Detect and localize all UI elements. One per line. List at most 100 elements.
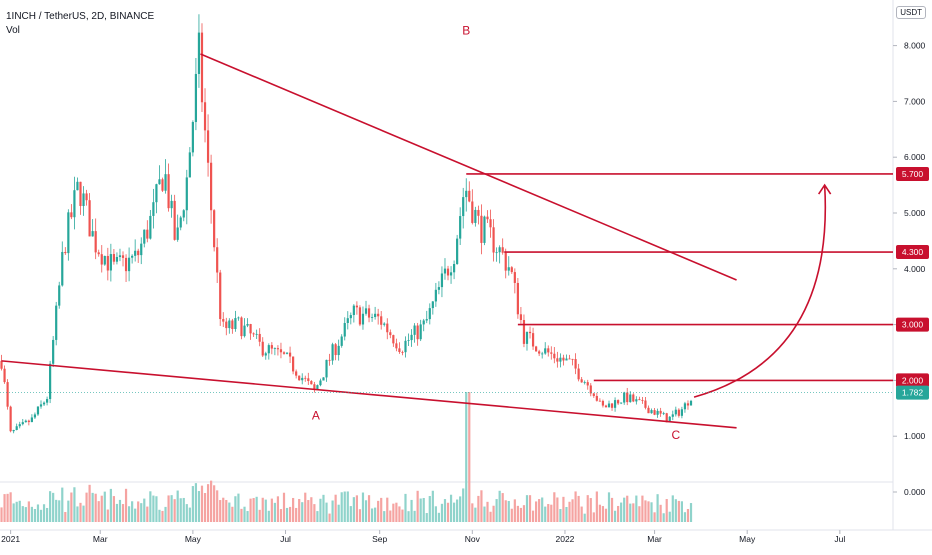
- volume-bar-79: [240, 508, 243, 522]
- candle-body-198: [601, 400, 605, 406]
- volume-bar-50: [152, 495, 155, 522]
- candle-body-187: [568, 358, 571, 360]
- volume-bar-200: [607, 492, 611, 522]
- volume-bar-25: [76, 506, 79, 522]
- trendline-0: [200, 53, 737, 281]
- volume-bar-120: [364, 500, 368, 522]
- candle-body-25: [76, 181, 79, 191]
- candle-body-182: [553, 353, 556, 359]
- candle-body-74: [225, 321, 228, 329]
- candle-body-6: [18, 424, 21, 427]
- volume-bar-116: [352, 497, 355, 522]
- volume-bar-223: [677, 500, 680, 522]
- volume-bar-92: [279, 509, 283, 522]
- candle-body-178: [541, 353, 544, 355]
- y-tick-label-7: 7.000: [904, 96, 926, 106]
- y-tick-label-6: 6.000: [904, 152, 926, 162]
- volume-bar-218: [662, 513, 665, 522]
- candle-body-209: [635, 399, 638, 402]
- candle-body-76: [231, 320, 234, 330]
- candle-body-200: [607, 403, 611, 408]
- candle-body-92: [279, 349, 283, 353]
- volume-bar-158: [480, 490, 483, 522]
- candle-body-218: [662, 413, 665, 415]
- candle-body-205: [623, 392, 626, 403]
- candle-body-204: [620, 402, 623, 404]
- candle-body-88: [267, 345, 270, 354]
- volume-bar-141: [428, 496, 431, 522]
- candle-body-29: [88, 200, 91, 237]
- volume-bar-13: [39, 509, 43, 522]
- candle-body-149: [452, 264, 456, 273]
- x-tick-label-5: Nov: [465, 534, 481, 544]
- volume-bar-106: [322, 494, 325, 522]
- candle-body-168: [510, 267, 513, 273]
- volume-bar-166: [504, 500, 507, 522]
- candles: [0, 14, 693, 434]
- volume-bar-198: [601, 506, 605, 522]
- candle-body-137: [416, 325, 419, 340]
- volume-bar-103: [313, 504, 316, 522]
- candle-body-9: [27, 420, 30, 423]
- candle-body-133: [404, 340, 407, 353]
- candle-body-34: [103, 255, 106, 265]
- volume-bar-61: [185, 504, 188, 522]
- volume-bar-181: [550, 504, 553, 522]
- volume-bar-133: [404, 493, 407, 522]
- volume-bar-125: [380, 497, 383, 522]
- volume-indicator-label[interactable]: Vol: [6, 25, 20, 36]
- volume-bar-162: [492, 505, 495, 522]
- candle-body-143: [434, 289, 437, 302]
- candle-body-109: [331, 344, 334, 361]
- volume-bar-52: [158, 509, 161, 522]
- candle-body-84: [255, 333, 258, 335]
- volume-bar-45: [137, 501, 140, 522]
- candle-body-191: [580, 379, 583, 383]
- volume-bar-42: [127, 506, 131, 522]
- volume-bar-2: [6, 493, 9, 522]
- candle-body-70: [213, 210, 216, 248]
- volume-bar-0: [0, 507, 3, 522]
- volume-bar-54: [164, 506, 167, 522]
- currency-unit-button[interactable]: USDT: [896, 6, 926, 19]
- candle-body-142: [431, 301, 434, 309]
- x-tick-label-0: 2021: [1, 534, 20, 544]
- candle-body-114: [346, 318, 349, 323]
- volume-bar-27: [82, 505, 85, 522]
- volume-bar-221: [671, 495, 674, 522]
- volume-bar-217: [659, 504, 662, 522]
- x-tick-label-9: Jul: [834, 534, 845, 544]
- candle-body-108: [328, 359, 331, 361]
- volume-bar-213: [647, 501, 650, 522]
- volume-bar-146: [443, 499, 447, 522]
- candle-body-51: [155, 184, 158, 203]
- candle-body-167: [507, 267, 510, 271]
- candle-body-135: [410, 334, 413, 341]
- volume-bar-219: [665, 499, 668, 522]
- resistance-badge-2: [896, 317, 929, 332]
- candle-body-118: [358, 307, 362, 325]
- volume-bar-55: [167, 495, 170, 522]
- candle-body-131: [398, 348, 401, 352]
- candle-body-132: [401, 351, 404, 353]
- volume-bar-96: [292, 497, 295, 522]
- x-tick-label-7: Mar: [647, 534, 662, 544]
- candle-body-185: [562, 357, 565, 361]
- candle-body-8: [24, 420, 27, 423]
- volume-bar-4: [12, 503, 15, 522]
- volume-bar-151: [459, 496, 462, 522]
- volume-bar-71: [216, 490, 219, 522]
- candle-body-71: [216, 247, 219, 273]
- volume-bar-105: [319, 498, 322, 522]
- candle-body-219: [665, 413, 668, 423]
- volume-bar-97: [295, 507, 298, 522]
- candle-body-162: [492, 227, 495, 253]
- candle-body-136: [413, 325, 416, 335]
- candle-body-157: [477, 209, 480, 216]
- candle-body-227: [689, 400, 693, 406]
- candle-body-155: [471, 201, 474, 223]
- volume-bar-67: [203, 493, 207, 522]
- candle-body-110: [334, 344, 337, 356]
